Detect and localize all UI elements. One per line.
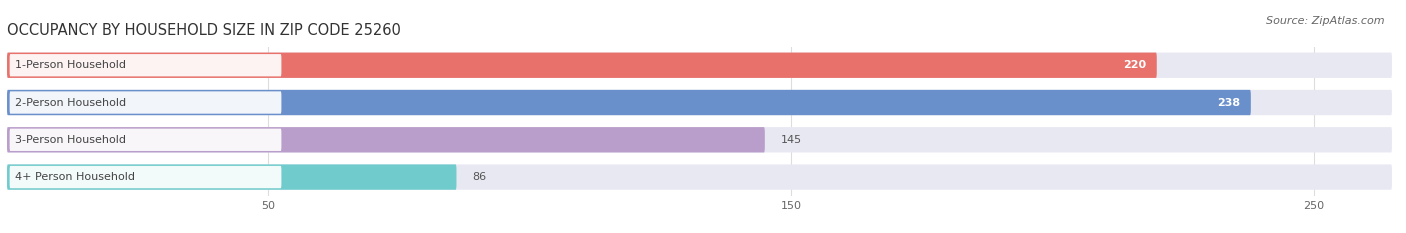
Text: 1-Person Household: 1-Person Household (15, 60, 127, 70)
FancyBboxPatch shape (7, 53, 1392, 78)
Text: 3-Person Household: 3-Person Household (15, 135, 127, 145)
FancyBboxPatch shape (10, 91, 281, 114)
Text: 220: 220 (1123, 60, 1146, 70)
FancyBboxPatch shape (10, 129, 281, 151)
FancyBboxPatch shape (7, 127, 765, 152)
FancyBboxPatch shape (7, 90, 1392, 115)
FancyBboxPatch shape (7, 127, 1392, 152)
Text: 2-Person Household: 2-Person Household (15, 98, 127, 107)
Text: 238: 238 (1218, 98, 1240, 107)
Text: 86: 86 (472, 172, 486, 182)
FancyBboxPatch shape (10, 166, 281, 188)
FancyBboxPatch shape (7, 164, 457, 190)
FancyBboxPatch shape (7, 164, 1392, 190)
FancyBboxPatch shape (10, 54, 281, 76)
FancyBboxPatch shape (7, 90, 1251, 115)
Text: 145: 145 (780, 135, 801, 145)
FancyBboxPatch shape (7, 53, 1157, 78)
Text: 4+ Person Household: 4+ Person Household (15, 172, 135, 182)
Text: OCCUPANCY BY HOUSEHOLD SIZE IN ZIP CODE 25260: OCCUPANCY BY HOUSEHOLD SIZE IN ZIP CODE … (7, 24, 401, 38)
Text: Source: ZipAtlas.com: Source: ZipAtlas.com (1267, 16, 1385, 26)
